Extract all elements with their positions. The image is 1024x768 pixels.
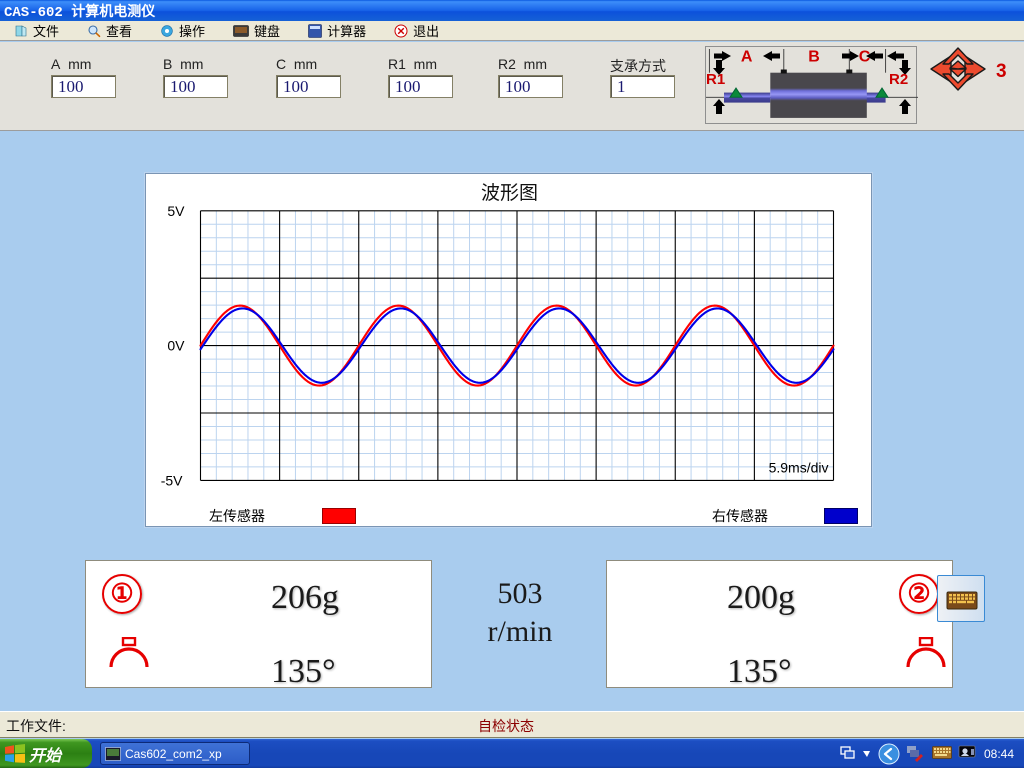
svg-text:C: C xyxy=(859,49,871,66)
svg-text:0V: 0V xyxy=(167,338,185,354)
svg-text:R2: R2 xyxy=(889,71,908,88)
svg-text:R1: R1 xyxy=(706,71,725,88)
svg-text:B: B xyxy=(808,49,820,66)
svg-text:A: A xyxy=(741,49,753,66)
svg-text:5.9ms/div: 5.9ms/div xyxy=(769,459,829,475)
svg-text:-5V: -5V xyxy=(161,472,183,488)
svg-text:5V: 5V xyxy=(167,203,185,219)
svg-text:3: 3 xyxy=(996,61,1007,82)
